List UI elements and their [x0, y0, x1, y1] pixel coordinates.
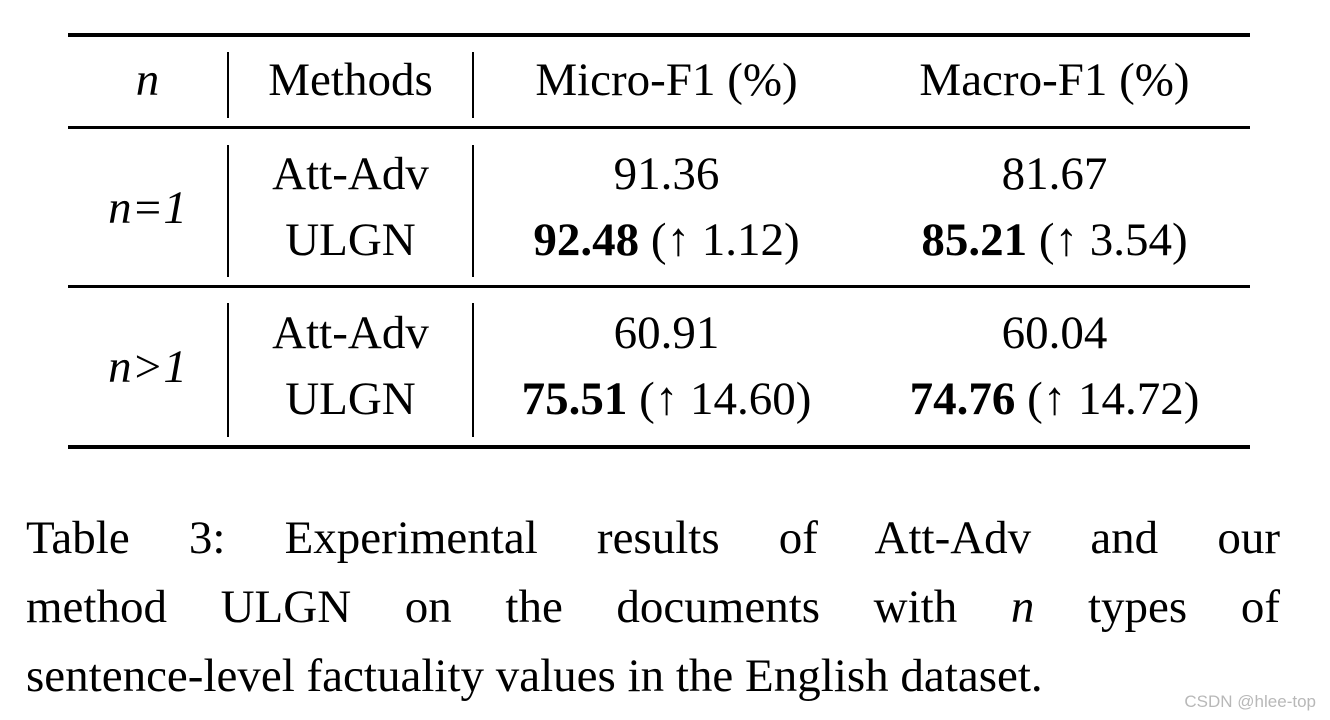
caption-text: method ULGN on the documents with [26, 581, 958, 633]
method-name: ULGN [285, 373, 416, 425]
header-n: n [135, 54, 160, 106]
caption-line: sentence-level factuality values in the … [26, 650, 1043, 702]
macro-f1-value: 74.76 (↑ 14.72) [859, 371, 1250, 427]
group-rule [68, 285, 1250, 288]
method-name: Att-Adv [272, 307, 429, 359]
header-macro-f1: Macro-F1 (%) [919, 54, 1190, 106]
col-separator-2 [472, 303, 474, 437]
caption-line: Table 3: Experimental results of Att-Adv… [26, 512, 1280, 564]
col-separator-1 [227, 145, 229, 277]
method-name: ULGN [285, 214, 416, 266]
micro-f1-value: 92.48 (↑ 1.12) [474, 212, 859, 268]
col-separator-2 [472, 145, 474, 277]
macro-f1-value: 60.04 [1001, 307, 1108, 359]
method-name: Att-Adv [272, 148, 429, 200]
bottom-rule [68, 445, 1250, 449]
header-methods: Methods [268, 54, 433, 106]
header-micro-f1: Micro-F1 (%) [535, 54, 798, 106]
micro-f1-value: 75.51 (↑ 14.60) [474, 371, 859, 427]
micro-f1-value: 91.36 [613, 148, 720, 200]
caption-text: types of [1088, 581, 1280, 633]
improvement-delta: (↑ 14.72) [1027, 373, 1200, 425]
best-value: 75.51 [521, 373, 628, 425]
best-value: 85.21 [921, 214, 1028, 266]
macro-f1-value: 81.67 [1001, 148, 1108, 200]
caption-variable: n [1010, 581, 1035, 633]
top-rule [68, 33, 1250, 37]
table-caption: Table 3: Experimental results of Att-Adv… [26, 504, 1280, 711]
header-rule [68, 126, 1250, 129]
caption-line: method ULGN on the documents with n type… [26, 573, 1280, 642]
group-label: n>1 [108, 341, 187, 393]
col-separator-2 [472, 52, 474, 118]
watermark: CSDN @hlee-top [1184, 692, 1316, 711]
macro-f1-value: 85.21 (↑ 3.54) [859, 212, 1250, 268]
col-separator-1 [227, 303, 229, 437]
micro-f1-value: 60.91 [613, 307, 720, 359]
improvement-delta: (↑ 1.12) [650, 214, 800, 266]
group-label: n=1 [108, 182, 187, 234]
improvement-delta: (↑ 3.54) [1038, 214, 1188, 266]
best-value: 74.76 [909, 373, 1016, 425]
col-separator-1 [227, 52, 229, 118]
best-value: 92.48 [533, 214, 640, 266]
improvement-delta: (↑ 14.60) [639, 373, 812, 425]
